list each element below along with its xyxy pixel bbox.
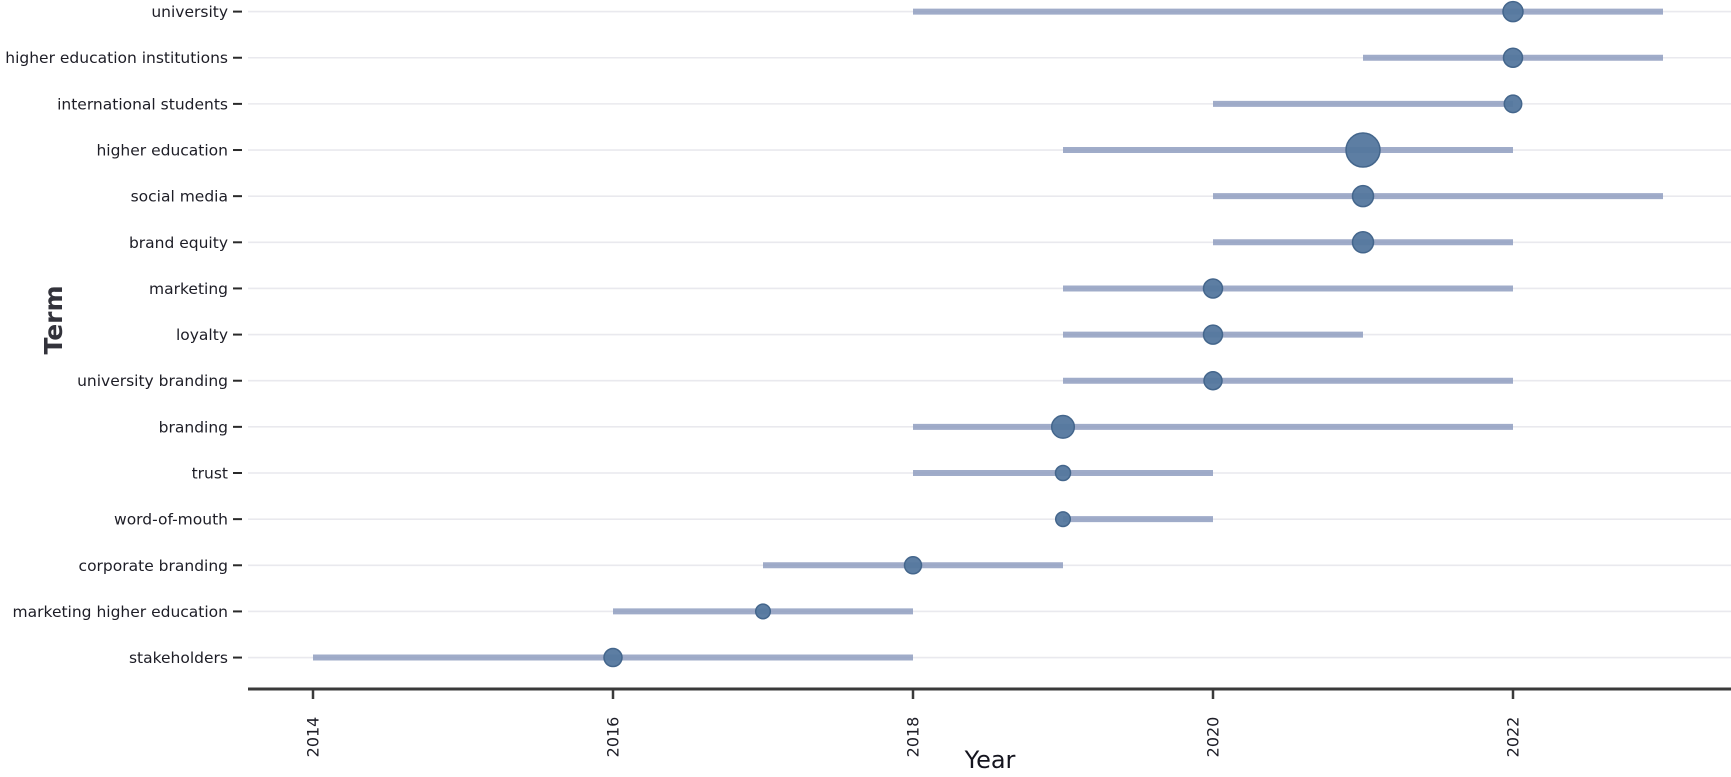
term-label: branding [159,418,228,436]
term-label: corporate branding [79,557,228,575]
term-row: stakeholders [129,647,1731,668]
y-axis-title: Term [39,285,68,354]
term-label: brand equity [129,234,228,252]
term-row: international students [57,94,1731,114]
term-frequency-bubble [1351,184,1375,208]
term-frequency-bubble [1202,324,1224,345]
term-frequency-bubble [754,603,772,620]
term-row: marketing [149,278,1731,299]
term-row: word-of-mouth [114,511,1731,529]
term-frequency-bubble [1050,414,1076,439]
x-tick-label: 2020 [1204,717,1223,758]
term-label: trust [192,465,228,483]
term-label: stakeholders [129,649,228,667]
term-row: university [151,0,1731,23]
term-frequency-bubble [1054,464,1072,482]
term-label: word-of-mouth [114,511,228,529]
term-frequency-bubble [1503,94,1523,114]
term-label: university branding [77,372,228,390]
term-row: marketing higher education [13,603,1731,621]
term-label: loyalty [176,326,228,344]
term-frequency-bubble [1345,132,1381,168]
x-axis-title: Year [964,746,1016,774]
x-tick-label: 2018 [904,717,923,758]
term-row: higher education [96,132,1731,168]
term-rows: university higher education institutions i… [5,0,1731,668]
term-frequency-bubble [603,647,623,668]
term-frequency-bubble [1351,231,1375,254]
term-frequency-bubble [1203,370,1223,391]
term-frequency-bubble [1202,278,1224,299]
x-tick-label: 2016 [604,717,623,758]
term-row: loyalty [176,324,1731,345]
x-tick-label: 2022 [1504,717,1523,758]
x-axis-ticks: 2014 2016 2018 2020 2022 [304,689,1523,757]
term-row: brand equity [129,231,1731,254]
term-label: marketing [149,280,228,298]
term-row: corporate branding [79,556,1731,575]
term-label: higher education institutions [5,49,228,67]
term-label: university [151,3,228,21]
term-row: higher education institutions [5,47,1731,68]
x-tick-label: 2014 [304,717,323,758]
term-frequency-bubble [1502,47,1524,68]
term-frequency-bubble [1054,511,1072,528]
term-frequency-bubble [1502,0,1524,23]
term-row: university branding [77,370,1731,391]
term-label: international students [57,95,228,113]
term-label: marketing higher education [13,603,228,621]
term-frequency-bubble [903,556,923,575]
term-label: higher education [96,142,228,160]
term-row: social media [131,184,1731,208]
term-row: branding [159,414,1731,439]
term-row: trust [192,465,1731,483]
term-label: social media [131,188,228,206]
